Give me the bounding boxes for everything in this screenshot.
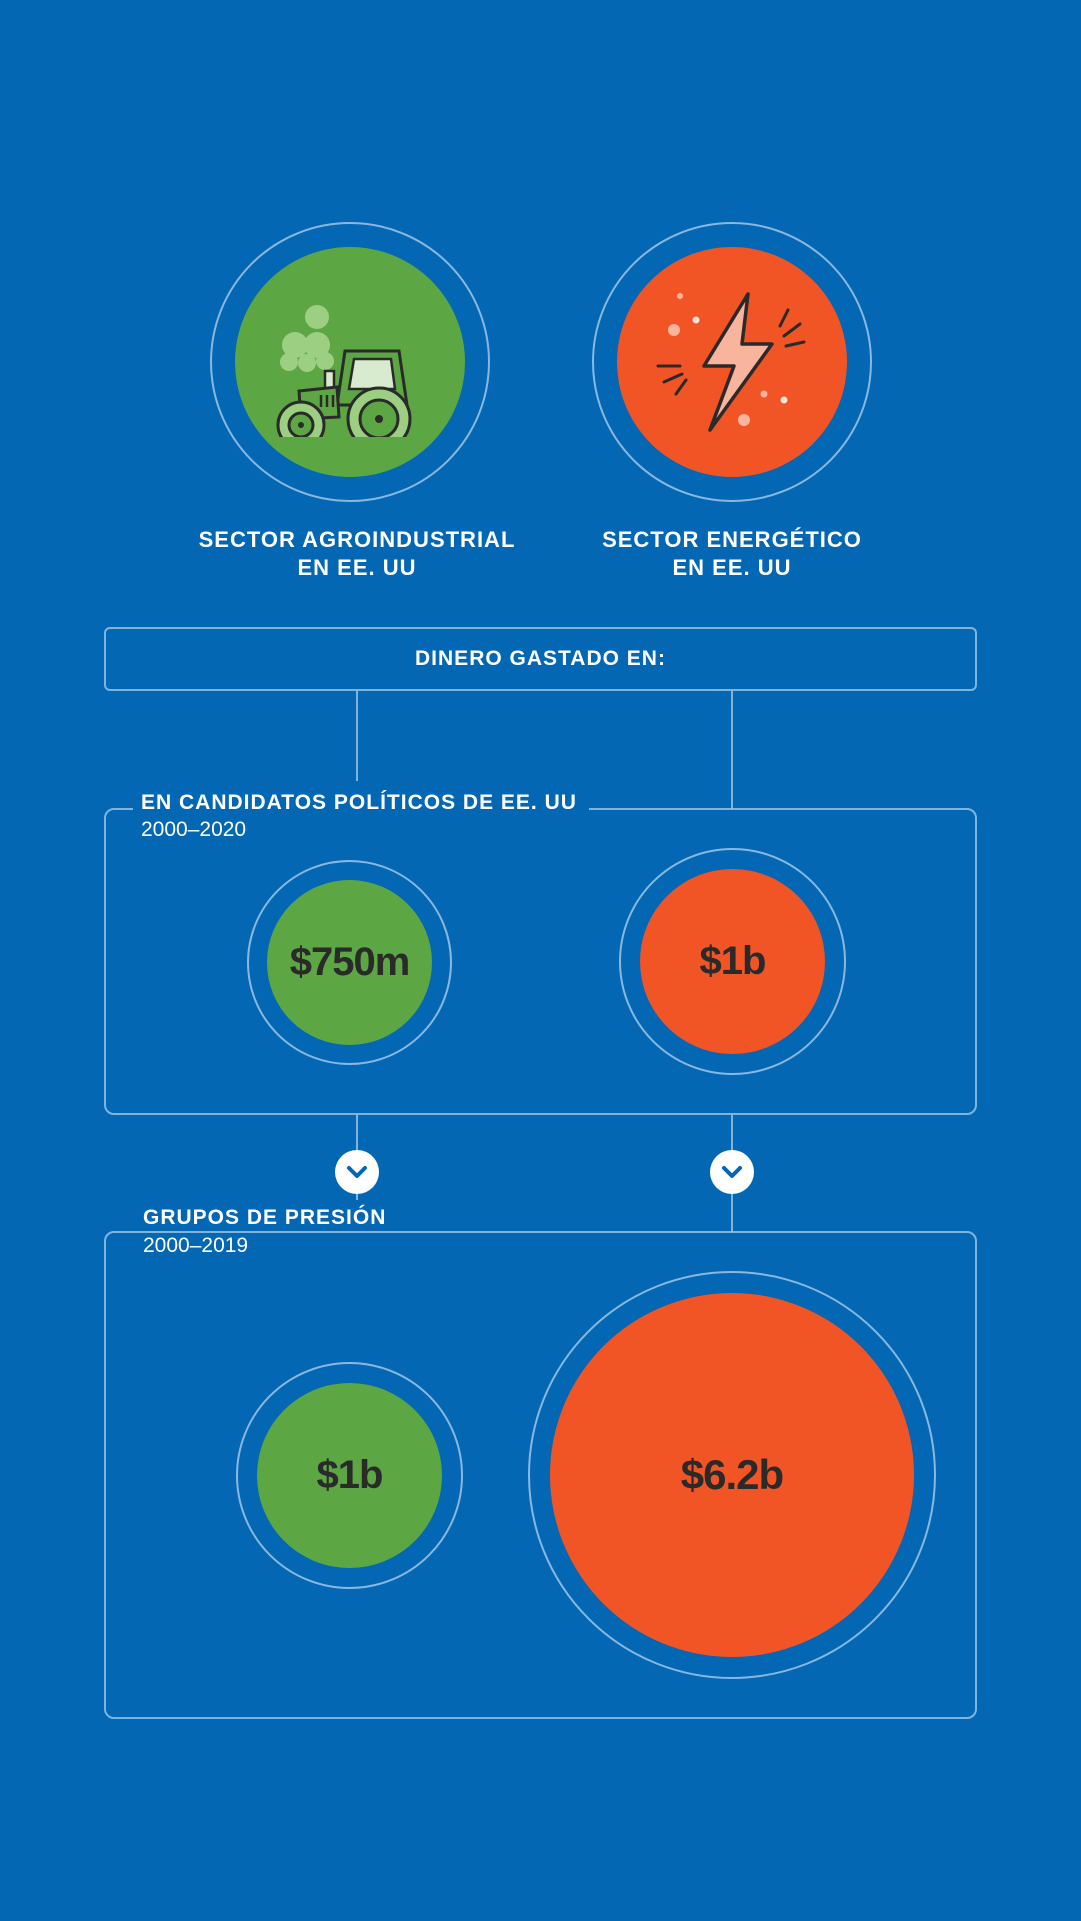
lobby-agro-ring xyxy=(236,1362,463,1589)
connector-energy-1 xyxy=(731,691,733,809)
candidates-title: EN CANDIDATOS POLÍTICOS DE EE. UU xyxy=(133,791,589,815)
lobby-box xyxy=(104,1231,977,1719)
agro-sector-label: SECTOR AGROINDUSTRIAL EN EE. UU xyxy=(170,526,544,582)
money-spent-label: DINERO GASTADO EN: xyxy=(415,647,666,670)
energy-icon-disc xyxy=(617,247,847,477)
candidates-energy-disc: $1b xyxy=(640,869,825,1054)
agro-icon-ring xyxy=(210,222,490,502)
lobby-energy-disc: $6.2b xyxy=(550,1293,914,1657)
candidates-agro-value: $750m xyxy=(289,940,411,984)
candidates-energy-ring xyxy=(619,848,846,1075)
energy-label-line1: SECTOR ENERGÉTICO xyxy=(602,527,862,552)
lightning-icon xyxy=(656,292,806,432)
tractor-icon xyxy=(276,305,412,437)
lobby-period: 2000–2019 xyxy=(143,1234,249,1257)
agro-label-line2: EN EE. UU xyxy=(297,555,417,580)
candidates-box xyxy=(104,808,977,1115)
agro-icon-disc xyxy=(235,247,465,477)
lobby-energy-ring xyxy=(528,1271,936,1679)
lobby-energy-value: $6.2b xyxy=(680,1451,784,1498)
connector-agro-1 xyxy=(356,691,358,781)
candidates-energy-value: $1b xyxy=(699,939,767,983)
candidates-agro-disc: $750m xyxy=(267,880,432,1045)
chevron-down-icon-agro xyxy=(335,1150,379,1194)
energy-icon-ring xyxy=(592,222,872,502)
candidates-period: 2000–2020 xyxy=(141,818,247,841)
money-spent-header: DINERO GASTADO EN: xyxy=(104,627,977,691)
lobby-title: GRUPOS DE PRESIÓN xyxy=(135,1206,399,1230)
lobby-agro-disc: $1b xyxy=(257,1383,442,1568)
agro-label-line1: SECTOR AGROINDUSTRIAL xyxy=(198,527,516,552)
lobby-agro-value: $1b xyxy=(316,1453,384,1497)
energy-label-line2: EN EE. UU xyxy=(672,555,792,580)
energy-sector-label: SECTOR ENERGÉTICO EN EE. UU xyxy=(562,526,902,582)
candidates-agro-ring xyxy=(247,860,452,1065)
chevron-down-icon-energy xyxy=(710,1150,754,1194)
